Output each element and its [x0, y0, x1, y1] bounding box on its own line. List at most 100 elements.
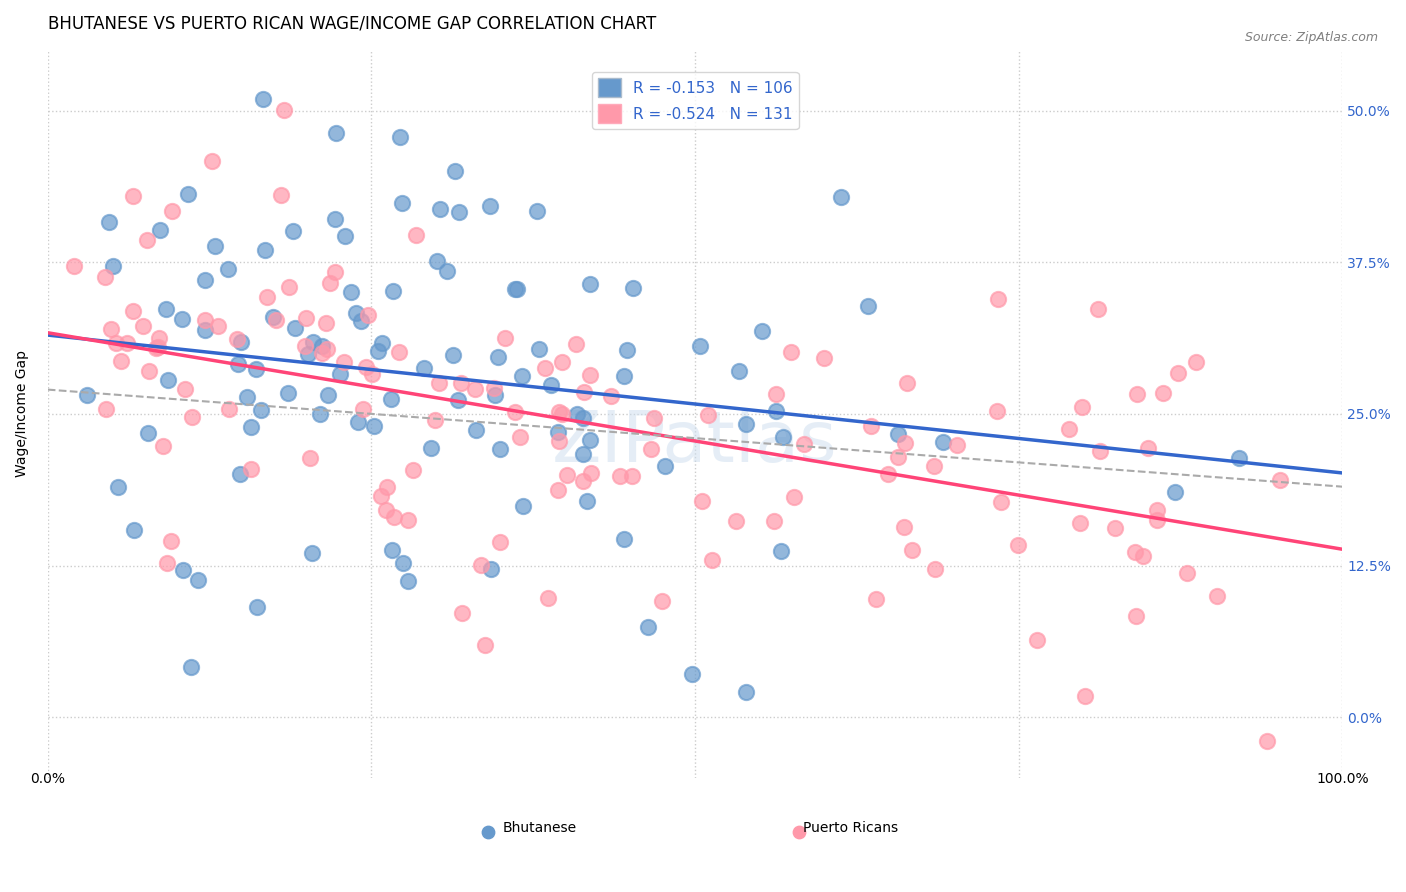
Point	[121, 189, 143, 203]
Point	[893, 520, 915, 534]
Text: BHUTANESE VS PUERTO RICAN WAGE/INCOME GAP CORRELATION CHART: BHUTANESE VS PUERTO RICAN WAGE/INCOME GA…	[48, 15, 657, 33]
Point	[135, 233, 157, 247]
Point	[643, 410, 665, 425]
Point	[751, 325, 773, 339]
Point	[1167, 366, 1189, 380]
Point	[155, 302, 177, 317]
Point	[1123, 545, 1146, 559]
Point	[540, 378, 562, 392]
Point	[565, 337, 588, 351]
Point	[170, 312, 193, 326]
Point	[281, 224, 304, 238]
Point	[813, 351, 835, 365]
Point	[382, 284, 405, 298]
Point	[225, 332, 247, 346]
Point	[340, 285, 363, 299]
Point	[329, 368, 352, 382]
Point	[486, 350, 509, 364]
Point	[226, 358, 249, 372]
Point	[100, 321, 122, 335]
Point	[579, 433, 602, 447]
Point	[537, 591, 560, 606]
Point	[484, 381, 506, 395]
Point	[484, 388, 506, 402]
Point	[572, 411, 595, 425]
Point	[101, 259, 124, 273]
Point	[858, 299, 880, 313]
Point	[350, 314, 373, 328]
Point	[578, 368, 600, 382]
Point	[420, 441, 443, 455]
Point	[361, 367, 384, 381]
Point	[860, 419, 883, 434]
Point	[651, 594, 673, 608]
Point	[572, 447, 595, 461]
Point	[278, 280, 301, 294]
Point	[354, 359, 377, 374]
Point	[572, 474, 595, 488]
Point	[429, 376, 451, 391]
Point	[579, 467, 602, 481]
Point	[1205, 589, 1227, 603]
Point	[264, 313, 287, 327]
Point	[1185, 355, 1208, 369]
Point	[503, 405, 526, 419]
Point	[157, 372, 180, 386]
Point	[877, 467, 900, 481]
Point	[262, 310, 284, 324]
Point	[218, 401, 240, 416]
Point	[509, 430, 531, 444]
Point	[122, 524, 145, 538]
Point	[392, 556, 415, 570]
Point	[367, 343, 389, 358]
Point	[696, 408, 718, 422]
Point	[1175, 566, 1198, 580]
Point	[922, 459, 945, 474]
Point	[97, 215, 120, 229]
Point	[763, 514, 786, 528]
Point	[1126, 387, 1149, 401]
Point	[551, 355, 574, 369]
Y-axis label: Wage/Income Gap: Wage/Income Gap	[15, 351, 30, 477]
Point	[149, 223, 172, 237]
Point	[474, 638, 496, 652]
Point	[1270, 474, 1292, 488]
Point	[148, 331, 170, 345]
Point	[252, 92, 274, 106]
Point	[207, 319, 229, 334]
Point	[447, 393, 470, 408]
Point	[370, 336, 392, 351]
Point	[616, 343, 638, 357]
Point	[1132, 549, 1154, 563]
Text: 0.0%: 0.0%	[31, 772, 65, 786]
Point	[787, 801, 810, 815]
Point	[865, 591, 887, 606]
Point	[122, 304, 145, 318]
Point	[298, 450, 321, 465]
Point	[391, 195, 413, 210]
Point	[76, 387, 98, 401]
Point	[576, 494, 599, 508]
Point	[235, 390, 257, 404]
Point	[479, 199, 502, 213]
Point	[346, 415, 368, 429]
Point	[896, 376, 918, 390]
Point	[557, 468, 579, 483]
Point	[1146, 503, 1168, 517]
Point	[187, 573, 209, 587]
Point	[160, 533, 183, 548]
Point	[250, 403, 273, 417]
Point	[177, 186, 200, 201]
Point	[217, 261, 239, 276]
Point	[945, 438, 967, 452]
Point	[441, 348, 464, 362]
Point	[772, 430, 794, 444]
Point	[526, 203, 548, 218]
Point	[780, 345, 803, 359]
Point	[637, 619, 659, 633]
Point	[245, 362, 267, 376]
Point	[1071, 401, 1094, 415]
Point	[613, 368, 636, 383]
Point	[323, 265, 346, 279]
Point	[444, 163, 467, 178]
